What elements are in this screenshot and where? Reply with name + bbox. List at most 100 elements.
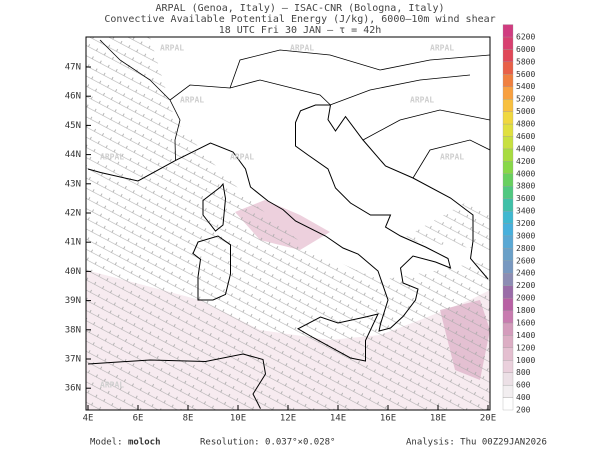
header-line: ARPAL (Genoa, Italy) – ISAC-CNR (Bologna… (156, 3, 445, 14)
colorbar-label: 4600 (516, 132, 535, 141)
lat-tick-label: 44N (65, 150, 81, 160)
colorbar-label: 600 (516, 381, 531, 390)
colorbar-swatch (502, 235, 514, 249)
coastline (296, 313, 379, 362)
watermark: ARPAL (410, 96, 434, 105)
colorbar-label: 4000 (516, 169, 535, 178)
lon-tick-label: 6E (133, 414, 144, 424)
colorbar-label: 6000 (516, 45, 535, 54)
axes: 4E 6E 8E 10E 12E 14E 16E 18E 20E 47N 46N 45N 44N 43N 4… (65, 63, 496, 424)
watermark: ARPAL (430, 44, 454, 53)
coastline (202, 182, 227, 232)
lat-tick-label: 43N (65, 179, 81, 189)
lon-tick-label: 20E (480, 414, 496, 424)
watermark: ARPAL (440, 153, 464, 162)
colorbar-swatch (502, 210, 514, 224)
watermark-group: ARPAL ARPAL ARPAL ARPAL ARPAL ARPAL ARPAL ARPAL… (100, 44, 464, 390)
colorbar-swatch (502, 136, 514, 150)
colorbar-label: 1400 (516, 331, 535, 340)
colorbar-swatch (502, 123, 514, 137)
colorbar-label: 1000 (516, 356, 535, 365)
colorbar-label: 2000 (516, 294, 535, 303)
colorbar-swatch (502, 223, 514, 237)
colorbar-swatch (502, 360, 514, 373)
colorbar-label: 4200 (516, 157, 535, 166)
colorbar-label: 3000 (516, 231, 535, 240)
colorbar-swatch (502, 148, 514, 162)
lat-tick-label: 47N (65, 63, 81, 73)
colorbar-swatch (502, 248, 514, 261)
watermark: ARPAL (160, 44, 184, 53)
colorbar-swatch (502, 161, 514, 174)
lat-tick-label: 38N (65, 325, 81, 335)
colorbar-swatch (502, 198, 514, 212)
colorbar-label: 400 (516, 393, 531, 402)
colorbar-label: 4400 (516, 144, 535, 153)
colorbar-swatch (502, 74, 514, 87)
colorbar-label: 200 (516, 406, 531, 415)
colorbar-label: 5000 (516, 107, 535, 116)
colorbar-label: 3200 (516, 219, 535, 228)
coastline (87, 353, 267, 409)
lon-tick-label: 10E (230, 414, 246, 424)
lon-tick-label: 14E (330, 414, 346, 424)
footer-resolution: Resolution: 0.037°×0.028° (200, 438, 335, 448)
colorbar-label: 3600 (516, 194, 535, 203)
colorbar-swatch (502, 322, 514, 336)
footer-model: moloch (128, 438, 161, 448)
wind-barbs (86, 37, 490, 410)
colorbar-label: 1800 (516, 306, 535, 315)
lon-tick-label: 4E (83, 414, 94, 424)
colorbar-swatch (502, 335, 514, 348)
header-line: Convective Available Potential Energy (J… (104, 14, 495, 25)
colorbar-label: 6200 (516, 33, 535, 42)
colorbar-swatch (502, 285, 514, 299)
colorbar-label: 5800 (516, 57, 535, 66)
lat-tick-label: 41N (65, 238, 81, 248)
lon-tick-label: 8E (183, 414, 194, 424)
colorbar-label: 5200 (516, 95, 535, 104)
colorbar-label: 3800 (516, 182, 535, 191)
lon-tick-label: 16E (380, 414, 396, 424)
watermark: ARPAL (100, 381, 124, 390)
colorbar-swatch (502, 297, 514, 311)
colorbar-swatch (502, 260, 514, 274)
colorbar-swatch (502, 310, 514, 324)
colorbar-label: 2600 (516, 256, 535, 265)
watermark: ARPAL (290, 44, 314, 53)
lat-tick-label: 45N (65, 121, 81, 131)
colorbar-swatch (502, 186, 514, 199)
colorbar-label: 1200 (516, 343, 535, 352)
colorbar-swatch (502, 86, 514, 100)
lat-tick-label: 46N (65, 92, 81, 102)
colorbar-label: 5400 (516, 82, 535, 91)
colorbar-label: 4800 (516, 120, 535, 129)
lat-tick-label: 42N (65, 209, 81, 219)
colorbar-swatch (502, 24, 514, 38)
colorbar-swatch (502, 173, 514, 187)
colorbar-label: 1600 (516, 318, 535, 327)
colorbar-swatch (502, 273, 514, 286)
lat-tick-label: 36N (65, 384, 81, 394)
colorbar-swatch (502, 347, 514, 361)
colorbar-swatch (502, 397, 514, 411)
colorbar-label: 3400 (516, 207, 535, 216)
colorbar-label: 5600 (516, 70, 535, 79)
wind-barbs (400, 200, 490, 250)
colorbar-swatch (502, 372, 514, 386)
coastline (87, 104, 489, 332)
map-area: ARPAL ARPAL ARPAL ARPAL ARPAL ARPAL ARPAL ARPAL… (86, 37, 490, 410)
lat-tick-label: 39N (65, 296, 81, 306)
colorbar-swatch (502, 99, 514, 112)
lon-tick-label: 12E (280, 414, 296, 424)
watermark: ARPAL (180, 96, 204, 105)
colorbar-label: 800 (516, 368, 531, 377)
colorbar-swatch (502, 61, 514, 75)
lon-tick-label: 18E (430, 414, 446, 424)
header-line: 18 UTC Fri 30 JAN – τ = 42h (219, 25, 382, 36)
colorbar: 200 400 600 800 1000 1200 1400 1600 1800 2000 2200… (502, 24, 535, 415)
colorbar-label: 2200 (516, 281, 535, 290)
lat-tick-label: 40N (65, 267, 81, 277)
footer-analysis: Analysis: Thu 00Z29JAN2026 (406, 438, 547, 448)
colorbar-label: 2400 (516, 269, 535, 278)
